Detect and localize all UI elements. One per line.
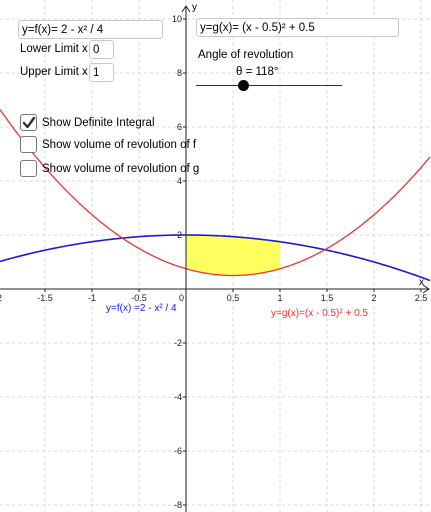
show-definite-integral-checkbox[interactable] bbox=[20, 114, 37, 131]
x-tick-label: 1 bbox=[277, 293, 282, 303]
axes bbox=[0, 5, 430, 512]
show-volume-g-label: Show volume of revolution of g bbox=[42, 162, 200, 175]
curve-g-label: y=g(x)=(x - 0.5)² + 0.5 bbox=[271, 308, 368, 319]
y-axis-label: y bbox=[192, 2, 197, 13]
x-tick-label: 2.5 bbox=[415, 293, 428, 303]
show-definite-integral-row[interactable]: Show Definite Integral bbox=[20, 114, 155, 131]
show-volume-f-label: Show volume of revolution of f bbox=[42, 138, 197, 151]
function-f-input[interactable]: y=f(x)= 2 - x² / 4 bbox=[18, 20, 163, 39]
x-tick-label: -1.5 bbox=[37, 293, 53, 303]
y-tick-label: -4 bbox=[174, 392, 182, 402]
revolution-title: Angle of revolution bbox=[198, 49, 294, 61]
show-volume-g-checkbox[interactable] bbox=[20, 160, 37, 177]
x-tick-label: 1.5 bbox=[321, 293, 334, 303]
x-axis-label: x bbox=[419, 277, 424, 288]
show-volume-f-row[interactable]: Show volume of revolution of f bbox=[20, 136, 196, 153]
x-tick-label: 0.5 bbox=[227, 293, 240, 303]
x-tick-label: -1 bbox=[88, 293, 96, 303]
y-tick-label: -8 bbox=[174, 500, 182, 510]
show-definite-integral-label: Show Definite Integral bbox=[42, 116, 155, 129]
angle-slider-track[interactable] bbox=[196, 85, 342, 86]
x-axis-arrow-icon bbox=[422, 284, 430, 294]
y-tick-label: 6 bbox=[177, 122, 182, 132]
function-g-input[interactable]: y=g(x)= (x - 0.5)² + 0.5 bbox=[196, 18, 399, 37]
x-tick-label: 0 bbox=[179, 293, 184, 303]
x-tick-label: 2 bbox=[371, 293, 376, 303]
y-tick-label: -6 bbox=[174, 446, 182, 456]
checkmark-icon bbox=[22, 116, 35, 128]
lower-limit-label: Lower Limit x = bbox=[20, 43, 98, 55]
curve-f[interactable] bbox=[0, 234, 431, 282]
x-tick-label: -0.5 bbox=[131, 293, 147, 303]
curve-g[interactable] bbox=[0, 109, 431, 277]
definite-integral-region bbox=[186, 235, 280, 276]
upper-limit-label: Upper Limit x = bbox=[20, 66, 98, 78]
theta-label: θ = 118° bbox=[236, 66, 279, 78]
y-tick-label: 4 bbox=[177, 176, 182, 186]
y-axis-arrow-icon bbox=[181, 5, 191, 13]
lower-limit-input[interactable]: 0 bbox=[89, 40, 114, 59]
x-tick-label: -2 bbox=[0, 293, 2, 303]
curve-f-label: y=f(x) =2 - x² / 4 bbox=[106, 303, 177, 314]
y-tick-label: 8 bbox=[177, 68, 182, 78]
angle-slider-handle[interactable] bbox=[238, 80, 249, 91]
y-tick-label: 10 bbox=[172, 14, 182, 24]
y-tick-label: -2 bbox=[174, 338, 182, 348]
upper-limit-input[interactable]: 1 bbox=[89, 63, 114, 82]
y-tick-label: 2 bbox=[177, 230, 182, 240]
show-volume-f-checkbox[interactable] bbox=[20, 136, 37, 153]
show-volume-g-row[interactable]: Show volume of revolution of g bbox=[20, 160, 199, 177]
